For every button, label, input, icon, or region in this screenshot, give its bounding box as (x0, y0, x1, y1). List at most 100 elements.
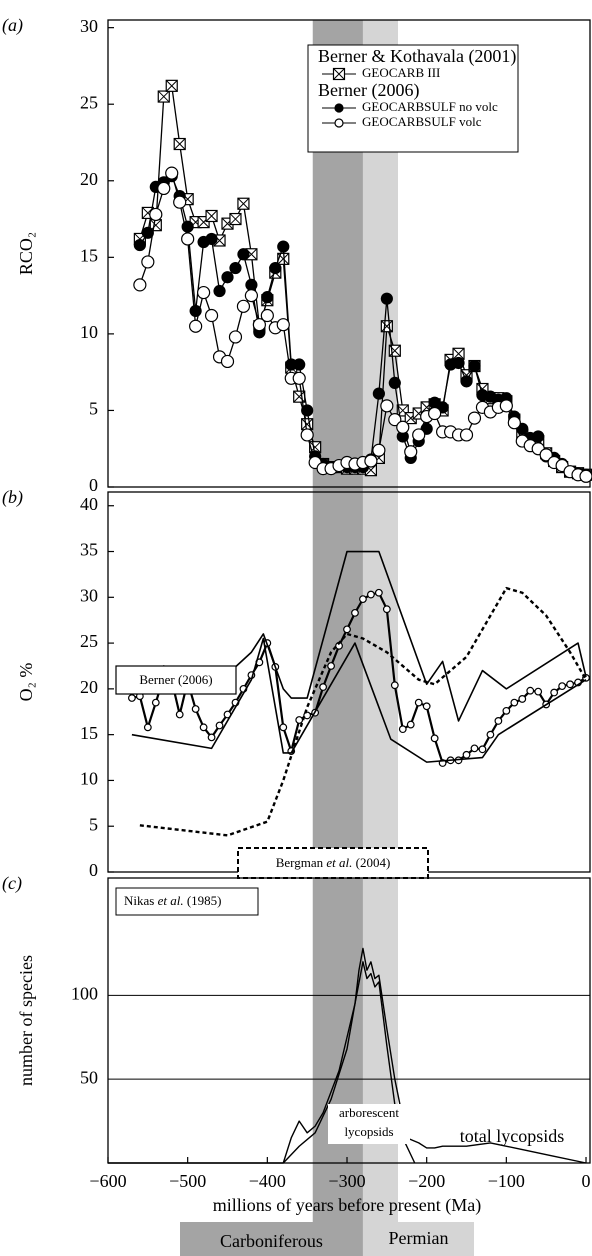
legend-box (307, 44, 519, 153)
y-axis-label: O₂ % (16, 663, 36, 702)
marker-cross (452, 347, 465, 360)
annotation-part: Nikas (124, 893, 158, 908)
marker (359, 595, 367, 604)
marker (558, 682, 567, 691)
marker (301, 418, 314, 431)
y-tick-label: 20 (80, 169, 98, 189)
legend-marker (332, 67, 346, 81)
y-tick-label: 40 (80, 494, 98, 514)
legend-marker (334, 103, 344, 113)
legend-title: Berner (2006) (318, 80, 419, 101)
marker-cross (157, 90, 170, 103)
marker (293, 390, 306, 403)
x-tick-label: −100 (488, 1171, 525, 1191)
marker (462, 750, 471, 759)
y-tick-label: 20 (80, 677, 98, 697)
period-box (362, 1222, 474, 1256)
marker (459, 428, 474, 442)
marker (207, 733, 216, 742)
marker (380, 292, 393, 305)
marker (143, 723, 152, 732)
marker (237, 248, 250, 261)
marker (277, 240, 290, 253)
marker (157, 90, 170, 103)
marker (221, 271, 234, 284)
marker (229, 261, 242, 275)
marker (245, 278, 258, 291)
y-tick-label: 25 (80, 631, 98, 651)
series-line (131, 637, 587, 763)
marker (213, 284, 226, 298)
y-tick-label: 5 (89, 814, 98, 834)
series-line (131, 591, 587, 765)
annotation: Nikas et al. (1985) (124, 893, 222, 908)
marker (367, 590, 375, 599)
marker (303, 711, 312, 720)
marker (507, 416, 521, 430)
x-tick-label: −500 (169, 1171, 206, 1191)
plot-area (133, 79, 592, 483)
marker (293, 358, 306, 371)
legend-title: Berner & Kothavala (2001) (318, 46, 516, 67)
marker (398, 725, 407, 734)
annotation-part: (2004) (352, 855, 390, 870)
period-band (312, 20, 363, 1222)
legend-label: GEOCARBSULF no volc (362, 99, 498, 114)
marker (404, 445, 418, 459)
marker (228, 330, 243, 344)
y-tick-label: 15 (80, 723, 98, 743)
period-label: Permian (388, 1228, 448, 1248)
marker (486, 730, 495, 739)
marker (133, 238, 146, 252)
marker (244, 289, 259, 303)
marker (499, 399, 513, 413)
marker (372, 443, 386, 457)
marker-cross (205, 210, 218, 222)
marker (260, 308, 274, 323)
marker (173, 195, 187, 209)
marker (252, 318, 266, 332)
y-tick-label: 25 (80, 92, 98, 112)
marker (205, 209, 218, 223)
marker (579, 469, 592, 483)
y-tick-label: 15 (80, 245, 98, 265)
y-axis-label: number of species (16, 955, 36, 1086)
annotation: Bergman et al. (2004) (276, 855, 391, 870)
annotation: lycopsids (344, 1124, 393, 1139)
marker (382, 605, 391, 614)
marker (276, 318, 290, 332)
marker (364, 454, 378, 468)
period-label: Carboniferous (220, 1231, 323, 1251)
marker (470, 744, 479, 753)
marker (300, 428, 314, 442)
marker (428, 406, 442, 421)
marker (319, 683, 328, 691)
marker (149, 207, 163, 222)
marker (566, 680, 574, 689)
marker (220, 354, 235, 369)
marker (199, 723, 208, 732)
marker (374, 588, 383, 597)
marker (380, 399, 394, 413)
legend-label: GEOCARB III (362, 65, 440, 80)
marker (452, 347, 465, 360)
panel-frame (107, 19, 591, 488)
marker (534, 687, 543, 696)
y-axis-label: RCO₂ (16, 232, 36, 275)
marker (292, 371, 306, 385)
y-tick-label: 0 (89, 860, 98, 880)
marker (494, 717, 503, 725)
x-axis-label: millions of years before present (Ma) (213, 1195, 481, 1216)
marker (327, 662, 335, 670)
label-bg (328, 1104, 410, 1144)
x-tick-label: 0 (582, 1171, 591, 1191)
marker (229, 212, 242, 226)
label-box (115, 665, 237, 695)
marker (189, 319, 203, 333)
marker (279, 723, 288, 732)
marker (343, 625, 351, 634)
marker (430, 734, 439, 743)
marker (141, 255, 155, 269)
marker (133, 278, 147, 292)
